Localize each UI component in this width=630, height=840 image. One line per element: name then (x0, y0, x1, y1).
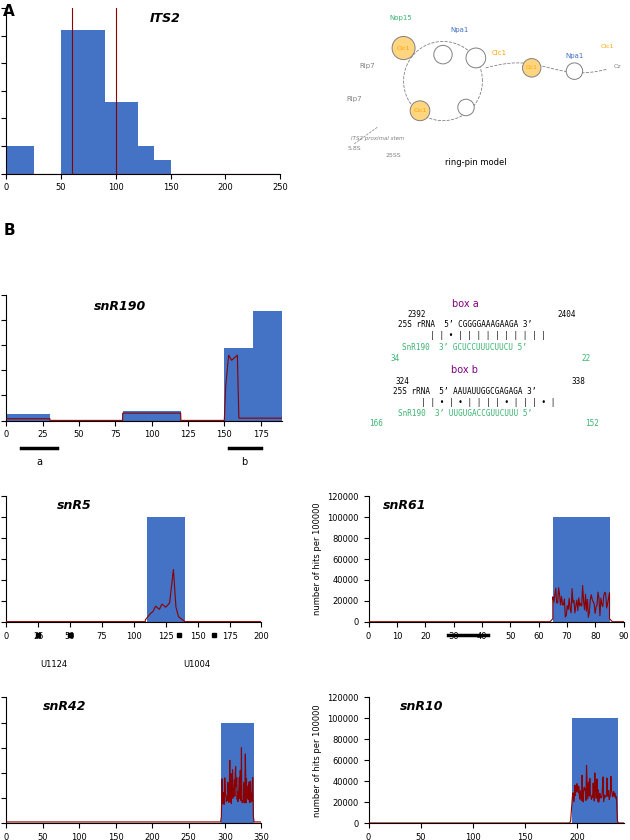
Text: a: a (36, 457, 42, 467)
Text: Cic1: Cic1 (600, 44, 614, 49)
Text: | | • | • | | | | • | | | • |: | | • | • | | | | • | | | • | (375, 398, 555, 407)
Text: snR5: snR5 (57, 499, 92, 512)
Bar (239, 348, 253, 421)
Text: Cic1: Cic1 (413, 108, 427, 113)
Text: box b: box b (452, 365, 478, 375)
Text: Rlp7: Rlp7 (346, 96, 362, 102)
Text: Npa1: Npa1 (565, 53, 583, 59)
Bar (147, 517, 185, 622)
Bar (253, 311, 282, 421)
Text: snR10: snR10 (400, 700, 444, 713)
Text: U1124: U1124 (40, 659, 67, 669)
Text: 25S rRNA  5’ CGGGGAAAGAAGA 3’: 25S rRNA 5’ CGGGGAAAGAAGA 3’ (398, 320, 532, 329)
Bar (61, 30, 83, 174)
Y-axis label: number of hits per 100000: number of hits per 100000 (313, 502, 322, 616)
Text: ring-pin model: ring-pin model (445, 158, 507, 167)
Text: 152: 152 (585, 419, 599, 428)
Bar (159, 160, 171, 174)
Bar (123, 411, 181, 421)
Bar (224, 348, 239, 421)
Bar (83, 30, 105, 174)
Text: 2404: 2404 (558, 310, 576, 319)
Circle shape (466, 48, 486, 68)
Text: 25SS: 25SS (386, 153, 401, 158)
Text: Cz: Cz (614, 64, 621, 69)
Text: Cic1: Cic1 (397, 45, 410, 50)
Text: box a: box a (452, 299, 478, 308)
Bar (553, 517, 610, 622)
Text: 25S rRNA  5’ AAUAUUGGCGAGAGA 3’: 25S rRNA 5’ AAUAUUGGCGAGAGA 3’ (393, 386, 537, 396)
Bar (221, 722, 254, 823)
Text: Nop15: Nop15 (389, 15, 411, 21)
Bar (116, 102, 138, 174)
Text: A: A (3, 4, 15, 19)
Bar (6, 146, 33, 174)
Bar (571, 718, 619, 823)
Text: snR190: snR190 (93, 300, 146, 313)
Text: Cic1: Cic1 (491, 50, 507, 55)
Circle shape (458, 99, 474, 116)
Circle shape (522, 59, 541, 77)
Text: ITS2 proximal stem: ITS2 proximal stem (351, 136, 404, 141)
Text: U1004: U1004 (183, 659, 210, 669)
Circle shape (392, 36, 415, 60)
Circle shape (434, 45, 452, 64)
Text: 166: 166 (369, 419, 383, 428)
Text: Rlp7: Rlp7 (360, 63, 375, 69)
Circle shape (410, 101, 430, 121)
Text: SnR190  3’ GCUCCUUUCUUCU 5’: SnR190 3’ GCUCCUUUCUUCU 5’ (403, 343, 527, 352)
Text: 2392: 2392 (408, 310, 427, 319)
Bar (6, 414, 50, 421)
Text: Npa1: Npa1 (450, 27, 469, 33)
Bar (105, 102, 116, 174)
Text: 324: 324 (395, 376, 409, 386)
Text: | | • | | | | | | | | | |: | | • | | | | | | | | | | (384, 331, 546, 340)
Text: 34: 34 (391, 354, 399, 363)
Text: 5.8S: 5.8S (348, 146, 361, 151)
Text: SnR190  3’ UUGUGACCGUUCUUU 5’: SnR190 3’ UUGUGACCGUUCUUU 5’ (398, 409, 532, 418)
Text: snR42: snR42 (43, 700, 86, 713)
Text: 22: 22 (581, 354, 590, 363)
Bar (149, 160, 159, 174)
Text: B: B (3, 223, 14, 238)
Bar (138, 146, 154, 174)
Y-axis label: number of hits per 100000: number of hits per 100000 (313, 704, 322, 816)
Text: ITS2: ITS2 (150, 12, 181, 25)
Text: b: b (241, 457, 248, 467)
Text: Cic1: Cic1 (526, 66, 537, 71)
Circle shape (566, 63, 583, 80)
Text: 338: 338 (571, 376, 586, 386)
Text: snR61: snR61 (383, 499, 427, 512)
